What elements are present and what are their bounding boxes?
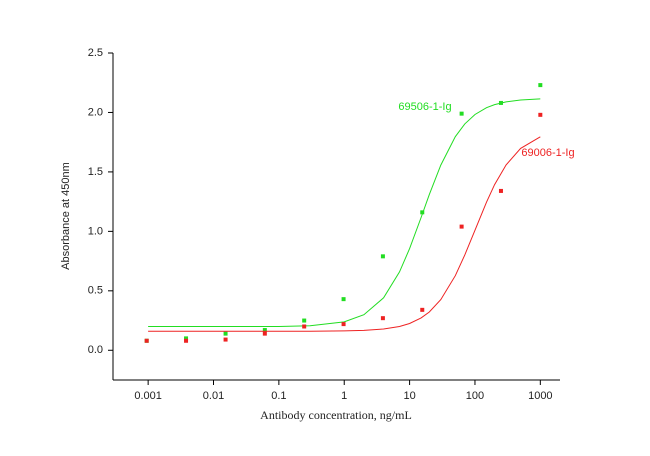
data-point (498, 188, 503, 193)
series-label: 69006-1-Ig (521, 147, 574, 159)
data-point (380, 316, 385, 321)
data-point (262, 331, 267, 336)
data-point (302, 318, 307, 323)
fit-curve (148, 136, 541, 332)
data-point (538, 112, 543, 117)
y-tick-label: 1.5 (88, 166, 103, 178)
data-point (302, 324, 307, 329)
data-point (341, 297, 346, 302)
data-point (223, 331, 228, 336)
x-tick-label: 1000 (528, 390, 552, 402)
data-point (184, 336, 189, 341)
y-tick-label: 1.0 (88, 225, 103, 237)
y-tick-label: 2.0 (88, 106, 103, 118)
y-tick-label: 0.5 (88, 285, 103, 297)
x-tick-label: 0.001 (134, 390, 162, 402)
data-point (459, 111, 464, 116)
series-label: 69506-1-Ig (398, 101, 451, 113)
data-point (420, 307, 425, 312)
y-tick-label: 0.0 (88, 344, 103, 356)
y-tick-label: 2.5 (88, 47, 103, 59)
data-point (262, 328, 267, 333)
data-point (498, 100, 503, 105)
x-axis-label: Antibody concentration, ng/mL (260, 408, 412, 422)
data-point (341, 322, 346, 327)
fit-curve (148, 98, 541, 327)
data-point (380, 254, 385, 259)
data-point (459, 224, 464, 229)
x-tick-label: 0.01 (203, 390, 224, 402)
y-axis-label: Absorbance at 450nm (60, 162, 72, 270)
data-point (144, 338, 149, 343)
data-point (538, 83, 543, 88)
x-tick-label: 100 (466, 390, 484, 402)
x-tick-label: 1 (341, 390, 347, 402)
data-point (223, 337, 228, 342)
data-point (420, 210, 425, 215)
x-tick-label: 0.1 (271, 390, 286, 402)
x-tick-label: 10 (403, 390, 415, 402)
data-point (184, 338, 189, 343)
